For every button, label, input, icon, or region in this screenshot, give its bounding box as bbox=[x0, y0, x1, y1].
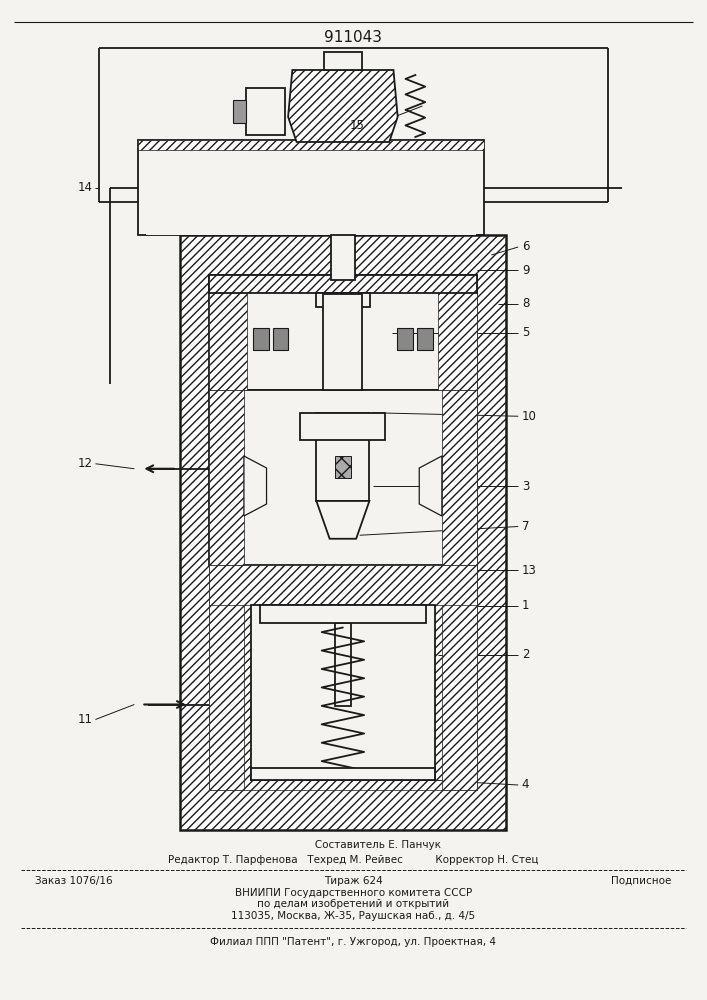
Bar bbox=[335, 622, 351, 706]
Text: 1: 1 bbox=[522, 599, 530, 612]
Bar bbox=[253, 328, 269, 350]
Bar bbox=[260, 604, 426, 622]
Bar bbox=[438, 275, 477, 390]
Bar bbox=[138, 140, 484, 150]
Text: 12: 12 bbox=[78, 457, 93, 470]
Polygon shape bbox=[419, 456, 442, 516]
Text: Филиал ППП "Патент", г. Ужгород, ул. Проектная, 4: Филиал ППП "Патент", г. Ужгород, ул. Про… bbox=[211, 937, 496, 947]
Bar bbox=[316, 413, 369, 501]
Polygon shape bbox=[244, 456, 267, 516]
Text: ВНИИПИ Государственного комитета СССР: ВНИИПИ Государственного комитета СССР bbox=[235, 888, 472, 898]
Bar bbox=[209, 275, 477, 390]
Bar bbox=[146, 148, 476, 235]
Polygon shape bbox=[316, 501, 369, 539]
Bar bbox=[245, 88, 284, 135]
Bar bbox=[180, 235, 506, 830]
Polygon shape bbox=[288, 70, 397, 142]
Bar bbox=[273, 328, 288, 350]
Bar bbox=[397, 328, 413, 350]
Text: 11: 11 bbox=[78, 713, 93, 726]
Text: Подписное: Подписное bbox=[612, 876, 672, 886]
Bar bbox=[209, 275, 247, 390]
Text: 7: 7 bbox=[522, 520, 530, 533]
Bar bbox=[138, 140, 484, 235]
Bar bbox=[330, 235, 355, 280]
Text: 113035, Москва, Ж-35, Раушская наб., д. 4/5: 113035, Москва, Ж-35, Раушская наб., д. … bbox=[231, 911, 476, 921]
Text: 4: 4 bbox=[522, 778, 530, 792]
Text: по делам изобретений и открытий: по делам изобретений и открытий bbox=[257, 899, 450, 909]
Text: 10: 10 bbox=[522, 410, 537, 423]
Bar bbox=[251, 604, 435, 780]
Text: 6: 6 bbox=[522, 240, 530, 253]
Text: 14: 14 bbox=[78, 181, 93, 194]
Bar bbox=[233, 100, 245, 123]
Text: 9: 9 bbox=[522, 263, 530, 276]
Bar bbox=[209, 565, 244, 790]
Text: 911043: 911043 bbox=[325, 29, 382, 44]
Bar bbox=[209, 565, 477, 790]
Bar bbox=[251, 768, 435, 780]
Bar bbox=[209, 565, 477, 604]
Text: Составитель Е. Панчук: Составитель Е. Панчук bbox=[266, 840, 441, 850]
Text: 3: 3 bbox=[522, 480, 529, 493]
Bar bbox=[209, 390, 244, 565]
Bar bbox=[315, 293, 370, 307]
Text: 13: 13 bbox=[522, 564, 537, 576]
Bar bbox=[323, 294, 362, 390]
Bar bbox=[300, 413, 385, 440]
Text: 2: 2 bbox=[522, 648, 530, 662]
Bar bbox=[442, 565, 477, 790]
Bar bbox=[209, 390, 477, 565]
Bar bbox=[324, 52, 362, 70]
Bar bbox=[209, 275, 477, 293]
Text: 5: 5 bbox=[522, 326, 529, 339]
Text: 8: 8 bbox=[522, 297, 529, 310]
Text: 15: 15 bbox=[350, 119, 365, 132]
Bar bbox=[442, 390, 477, 565]
Bar bbox=[417, 328, 433, 350]
Text: Заказ 1076/16: Заказ 1076/16 bbox=[35, 876, 113, 886]
Text: Редактор Т. Парфенова   Техред М. Рейвес          Корректор Н. Стец: Редактор Т. Парфенова Техред М. Рейвес К… bbox=[168, 855, 539, 865]
Bar bbox=[335, 456, 351, 478]
Text: Тираж 624: Тираж 624 bbox=[324, 876, 383, 886]
